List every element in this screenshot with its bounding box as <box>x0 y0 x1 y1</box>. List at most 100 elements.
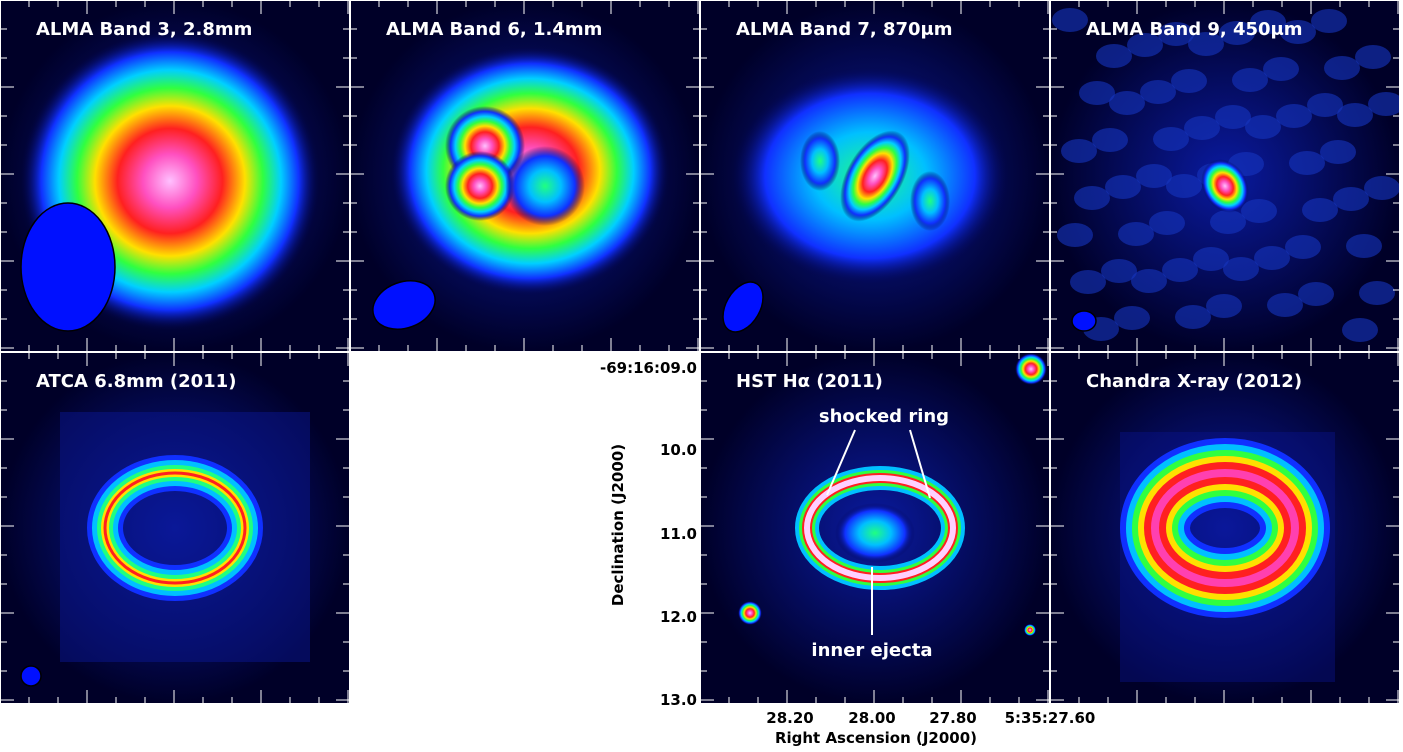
noise <box>1280 20 1316 44</box>
annotation: inner ejecta <box>811 640 932 661</box>
noise <box>1368 92 1400 116</box>
y-axis-title: Declination (J2000) <box>609 444 627 606</box>
panel-title: Chandra X-ray (2012) <box>1086 371 1302 392</box>
noise <box>1175 305 1211 329</box>
panel: HST Hα (2011) <box>699 351 1051 705</box>
emission <box>835 503 915 563</box>
noise <box>1127 33 1163 57</box>
noise <box>1311 9 1347 33</box>
panel-title: ALMA Band 9, 450μm <box>1086 19 1303 40</box>
noise <box>1114 306 1150 330</box>
panel: ALMA Band 3, 2.8mm <box>0 0 351 353</box>
noise <box>1193 247 1229 271</box>
noise <box>1254 246 1290 270</box>
panel: ALMA Band 9, 450μm <box>1049 0 1401 353</box>
noise <box>1250 10 1286 34</box>
noise <box>1140 80 1176 104</box>
noise <box>1061 139 1097 163</box>
arrow <box>909 429 931 499</box>
noise <box>1109 91 1145 115</box>
y-tick-label: 13.0 <box>660 691 697 709</box>
noise <box>1298 282 1334 306</box>
noise <box>1092 128 1128 152</box>
beam <box>20 665 42 687</box>
noise <box>1101 259 1137 283</box>
emission <box>505 146 585 226</box>
noise <box>1333 187 1369 211</box>
noise <box>1241 199 1277 223</box>
beam <box>20 202 116 332</box>
panel-image <box>0 0 350 352</box>
emission <box>800 131 840 191</box>
noise <box>1079 81 1115 105</box>
panel: ALMA Band 7, 870μm <box>699 0 1051 353</box>
x-tick-label: 28.00 <box>848 709 895 727</box>
noise <box>1285 235 1321 259</box>
noise <box>1136 164 1172 188</box>
noise <box>1153 127 1189 151</box>
noise <box>1070 270 1106 294</box>
noise <box>1052 8 1088 32</box>
noise <box>1364 176 1400 200</box>
star <box>1015 353 1047 385</box>
noise <box>1359 281 1395 305</box>
noise <box>1149 211 1185 235</box>
noise <box>1171 69 1207 93</box>
noise <box>1162 258 1198 282</box>
panel: Chandra X-ray (2012) <box>1049 351 1401 705</box>
noise <box>1223 257 1259 281</box>
x-tick-label: 5:35:27.60 <box>1005 709 1096 727</box>
noise <box>1184 116 1220 140</box>
x-tick-label: 28.20 <box>766 709 813 727</box>
noise <box>1355 45 1391 69</box>
noise <box>1188 32 1224 56</box>
noise <box>1206 294 1242 318</box>
ring <box>804 475 956 581</box>
noise <box>1342 318 1378 342</box>
panel-border <box>0 351 351 705</box>
noise <box>1105 175 1141 199</box>
noise <box>1276 104 1312 128</box>
noise <box>1320 140 1356 164</box>
panel-image <box>1050 0 1400 352</box>
noise <box>1232 68 1268 92</box>
beam <box>722 281 764 333</box>
noise <box>1096 44 1132 68</box>
ring <box>103 471 247 585</box>
noise <box>1324 56 1360 80</box>
panel: ATCA 6.8mm (2011) <box>0 351 351 705</box>
beam <box>372 280 436 330</box>
noise <box>1158 22 1194 46</box>
noise <box>1166 174 1202 198</box>
panel-image <box>350 0 700 352</box>
noise <box>1245 115 1281 139</box>
panel-title: ALMA Band 3, 2.8mm <box>36 19 252 40</box>
emission <box>445 151 515 221</box>
panel: ALMA Band 6, 1.4mm <box>349 0 701 353</box>
emission <box>840 130 910 222</box>
panel-title: ALMA Band 7, 870μm <box>736 19 953 40</box>
y-tick-label: -69:16:09.0 <box>600 359 697 377</box>
noise <box>1118 222 1154 246</box>
noise <box>1346 234 1382 258</box>
emission <box>910 171 950 231</box>
noise <box>1210 210 1246 234</box>
annotation: shocked ring <box>819 406 949 427</box>
y-tick-label: 12.0 <box>660 608 697 626</box>
y-tick-label: 10.0 <box>660 441 697 459</box>
star <box>738 601 762 625</box>
panel-image <box>700 352 1050 704</box>
x-tick-label: 27.80 <box>929 709 976 727</box>
noise <box>1307 93 1343 117</box>
panel-title: ALMA Band 6, 1.4mm <box>386 19 602 40</box>
panel-image <box>1050 352 1400 704</box>
arrow <box>826 429 856 496</box>
noise <box>1057 223 1093 247</box>
beam <box>1071 310 1097 332</box>
noise <box>1267 293 1303 317</box>
y-tick-label: 11.0 <box>660 525 697 543</box>
panel-bg <box>1050 352 1400 704</box>
noise <box>1219 21 1255 45</box>
panel-title: ATCA 6.8mm (2011) <box>36 371 236 392</box>
